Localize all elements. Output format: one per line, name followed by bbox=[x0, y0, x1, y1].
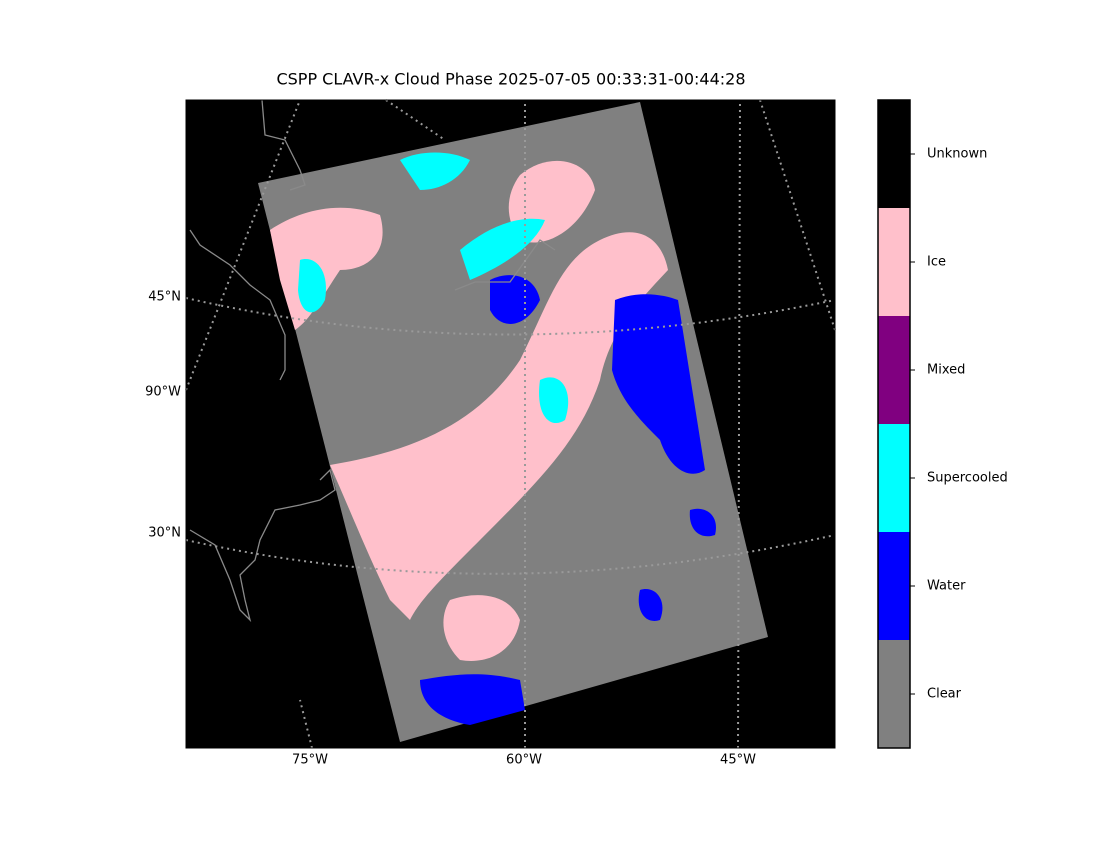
map-frame bbox=[185, 99, 836, 749]
supercooled-region bbox=[539, 377, 569, 424]
water-region bbox=[612, 294, 705, 474]
map bbox=[185, 99, 836, 749]
colorbar-label: Unknown bbox=[927, 147, 987, 162]
colorbar-segment bbox=[878, 532, 910, 640]
colorbar-label: Water bbox=[927, 579, 966, 594]
lon-label: 60°W bbox=[506, 753, 542, 768]
ice-region bbox=[330, 232, 668, 620]
supercooled-region bbox=[400, 152, 470, 190]
colorbar-label: Mixed bbox=[927, 363, 965, 378]
colorbar-segment bbox=[878, 640, 910, 748]
colorbar-segment bbox=[878, 100, 910, 208]
colorbar-label: Ice bbox=[927, 255, 946, 270]
colorbar-segment bbox=[878, 208, 910, 316]
colorbar-segment bbox=[878, 424, 910, 532]
colorbar-label: Supercooled bbox=[927, 471, 1008, 486]
map-title: CSPP CLAVR-x Cloud Phase 2025-07-05 00:3… bbox=[276, 70, 745, 89]
colorbar-label: Clear bbox=[927, 687, 962, 702]
lat-label: 45°N bbox=[148, 290, 181, 305]
lon-label: 75°W bbox=[292, 753, 328, 768]
water-region bbox=[490, 275, 540, 324]
water-region bbox=[638, 589, 663, 621]
lon-label: 90°W bbox=[145, 385, 181, 400]
supercooled-region bbox=[460, 218, 545, 280]
lon-label: 45°W bbox=[720, 753, 756, 768]
supercooled-region bbox=[298, 259, 326, 313]
lat-label: 30°N bbox=[148, 526, 181, 541]
water-region bbox=[420, 674, 525, 725]
water-region bbox=[689, 508, 716, 537]
graticule bbox=[185, 99, 836, 749]
colorbar-frame bbox=[877, 99, 911, 749]
colorbar: Unknown Ice Mixed Supercooled Water Clear bbox=[877, 99, 1008, 749]
ice-region bbox=[270, 207, 383, 330]
ice-region bbox=[443, 595, 520, 661]
coastline bbox=[189, 99, 556, 623]
colorbar-segment bbox=[878, 316, 910, 424]
